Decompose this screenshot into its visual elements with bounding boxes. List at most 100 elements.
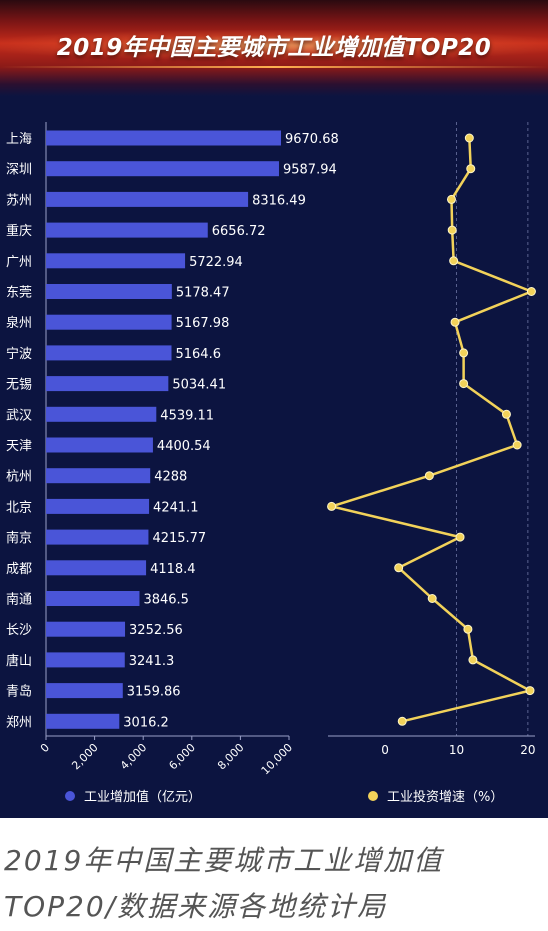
legend-line-label: 工业投资增速（%） [387,789,503,805]
bar-value-label: 6656.72 [212,224,266,239]
bar-value-label: 5164.6 [175,347,221,362]
bar-x-tick-label: 2,000 [69,741,100,772]
legend-bar-marker [65,791,75,801]
bar-value-label: 5034.41 [172,378,226,393]
line-point [463,624,473,634]
bar-value-label: 5722.94 [189,255,243,270]
bar [46,161,279,177]
category-label: 天津 [6,439,32,454]
bar-value-label: 8316.49 [252,193,306,208]
category-label: 重庆 [6,223,32,239]
bar [46,253,186,269]
category-label: 上海 [6,132,32,147]
bar-value-label: 3252.56 [129,623,183,638]
line-point [468,655,478,665]
bar-value-label: 4539.11 [160,408,214,423]
line-chart: 0 10 20 [327,122,536,757]
bar [46,560,147,576]
category-label: 南通 [6,592,32,608]
category-label: 广州 [6,255,32,270]
line-point [447,225,457,235]
legend: 工业增加值（亿元） 工业投资增速（%） [65,789,503,805]
category-label: 郑州 [6,715,32,730]
bar [46,621,126,637]
banner-light-line [0,66,548,68]
line-point [459,348,469,358]
bar-value-label: 4241.1 [153,500,199,515]
line-point [466,164,476,174]
category-label: 青岛 [6,684,32,700]
bar [46,345,172,361]
bar [46,683,123,699]
category-label: 唐山 [6,653,32,669]
line-point [394,563,404,573]
line-x-tick-label: 20 [520,743,535,757]
bar-value-label: 9587.94 [283,163,337,178]
bar [46,376,169,392]
caption-line-1: 2019年中国主要城市工业增加值 [4,844,444,877]
category-label: 北京 [6,500,32,515]
bar [46,130,281,146]
bar-value-label: 4118.4 [150,562,196,577]
caption-line-2: TOP20/数据来源各地统计局 [4,890,388,923]
chart-title: 2019年中国主要城市工业增加值TOP20 [56,35,492,61]
bar-x-tick-label: 0 [38,741,52,755]
bar [46,498,150,514]
line-point [450,317,460,327]
bar-value-label: 3241.3 [129,654,175,669]
bar-value-label: 4215.77 [152,531,206,546]
line-point [427,594,437,603]
bar-value-label: 9670.68 [285,132,339,147]
banner-glow [0,30,548,60]
category-label: 武汉 [6,408,32,423]
line-series [330,137,533,723]
line-point [501,409,511,419]
line-point [455,532,465,542]
line-point [449,256,459,266]
category-label: 苏州 [6,192,32,208]
bar-chart: 上海 9670.68 深圳 9587.94 苏州 8316.49 重庆 6656.72 广州 57… [6,122,339,777]
chart-svg: 上海 9670.68 深圳 9587.94 苏州 8316.49 重庆 6656.72 广州 57… [6,122,536,805]
legend-bar-label: 工业增加值（亿元） [84,789,201,805]
line-point [459,379,469,389]
bar-value-label: 4400.54 [157,439,211,454]
line-point [397,716,407,726]
line-point [424,471,434,481]
legend-line-marker [368,791,378,801]
bar [46,284,172,299]
category-label: 深圳 [6,163,32,178]
line-point [512,440,522,450]
title-banner: 2019年中国主要城市工业增加值TOP20 [0,0,548,96]
bar-value-label: 5178.47 [176,286,230,301]
bar-x-tick-label: 8,000 [215,741,246,772]
category-label: 成都 [6,562,32,577]
category-label: 南京 [6,530,32,546]
bar [46,468,151,484]
bar-value-label: 3846.5 [143,593,189,608]
bar [46,191,249,207]
bar-value-label: 4288 [154,470,187,485]
caption: 2019年中国主要城市工业增加值 TOP20/数据来源各地统计局 [4,838,544,930]
bar [46,652,125,668]
bar-value-label: 5167.98 [176,316,230,331]
category-label: 杭州 [6,470,32,485]
bar-value-label: 3159.86 [127,685,181,700]
bar [46,591,140,606]
line-point [525,686,535,696]
bar [46,529,149,545]
line-x-tick-label: 10 [449,743,464,757]
bar-value-label: 3016.2 [123,715,169,730]
bar [46,713,120,729]
bar-x-tick-label: 6,000 [166,741,197,772]
category-label: 泉州 [6,315,32,331]
bar [46,406,157,422]
line-point [327,501,337,511]
bar-x-tick-label: 4,000 [118,741,149,772]
category-label: 东莞 [6,286,32,301]
bar [46,437,153,453]
category-label: 长沙 [6,623,32,638]
bar [46,222,208,238]
bar [46,314,172,330]
line-point [446,194,456,204]
bar-x-tick-label: 10,000 [259,741,295,777]
